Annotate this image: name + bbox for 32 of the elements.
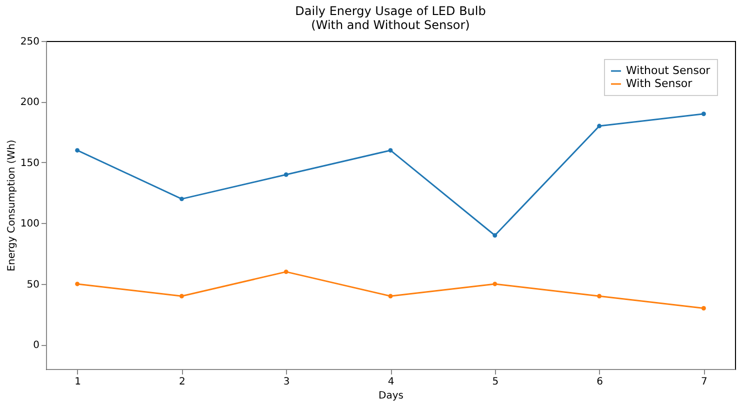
x-tick-label: 7 [700, 376, 708, 388]
point [388, 294, 393, 298]
x-tick-label: 3 [283, 376, 290, 388]
point [701, 306, 706, 310]
legend-label: Without Sensor [626, 64, 711, 77]
legend-label: With Sensor [626, 77, 693, 90]
point [492, 282, 498, 286]
x-tick-label: 1 [74, 376, 82, 388]
point [284, 270, 288, 274]
point [597, 294, 602, 298]
x-axis-title: Days [378, 390, 404, 402]
point [388, 148, 393, 153]
point [492, 233, 498, 238]
point [284, 172, 288, 177]
y-tick-label: 0 [33, 340, 40, 352]
chart-title: Daily Energy Usage of LED Bulb (With and Without Sensor) [295, 4, 486, 32]
point [701, 112, 706, 116]
point [597, 124, 602, 128]
y-axis-title: Energy Consumption (Wh) [6, 140, 18, 272]
x-tick-label: 6 [596, 376, 603, 388]
x-tick-label: 4 [388, 376, 394, 388]
y-tick-label: 50 [26, 279, 40, 290]
point [179, 294, 184, 298]
point [75, 282, 80, 286]
x-tick-label: 5 [492, 376, 499, 388]
point [75, 148, 80, 153]
x-tick-label: 2 [179, 376, 186, 388]
y-tick-label: 250 [20, 36, 40, 48]
y-tick-label: 150 [20, 158, 40, 169]
y-tick-label: 100 [20, 218, 40, 230]
y-tick-label: 200 [20, 97, 40, 108]
point [179, 196, 184, 202]
